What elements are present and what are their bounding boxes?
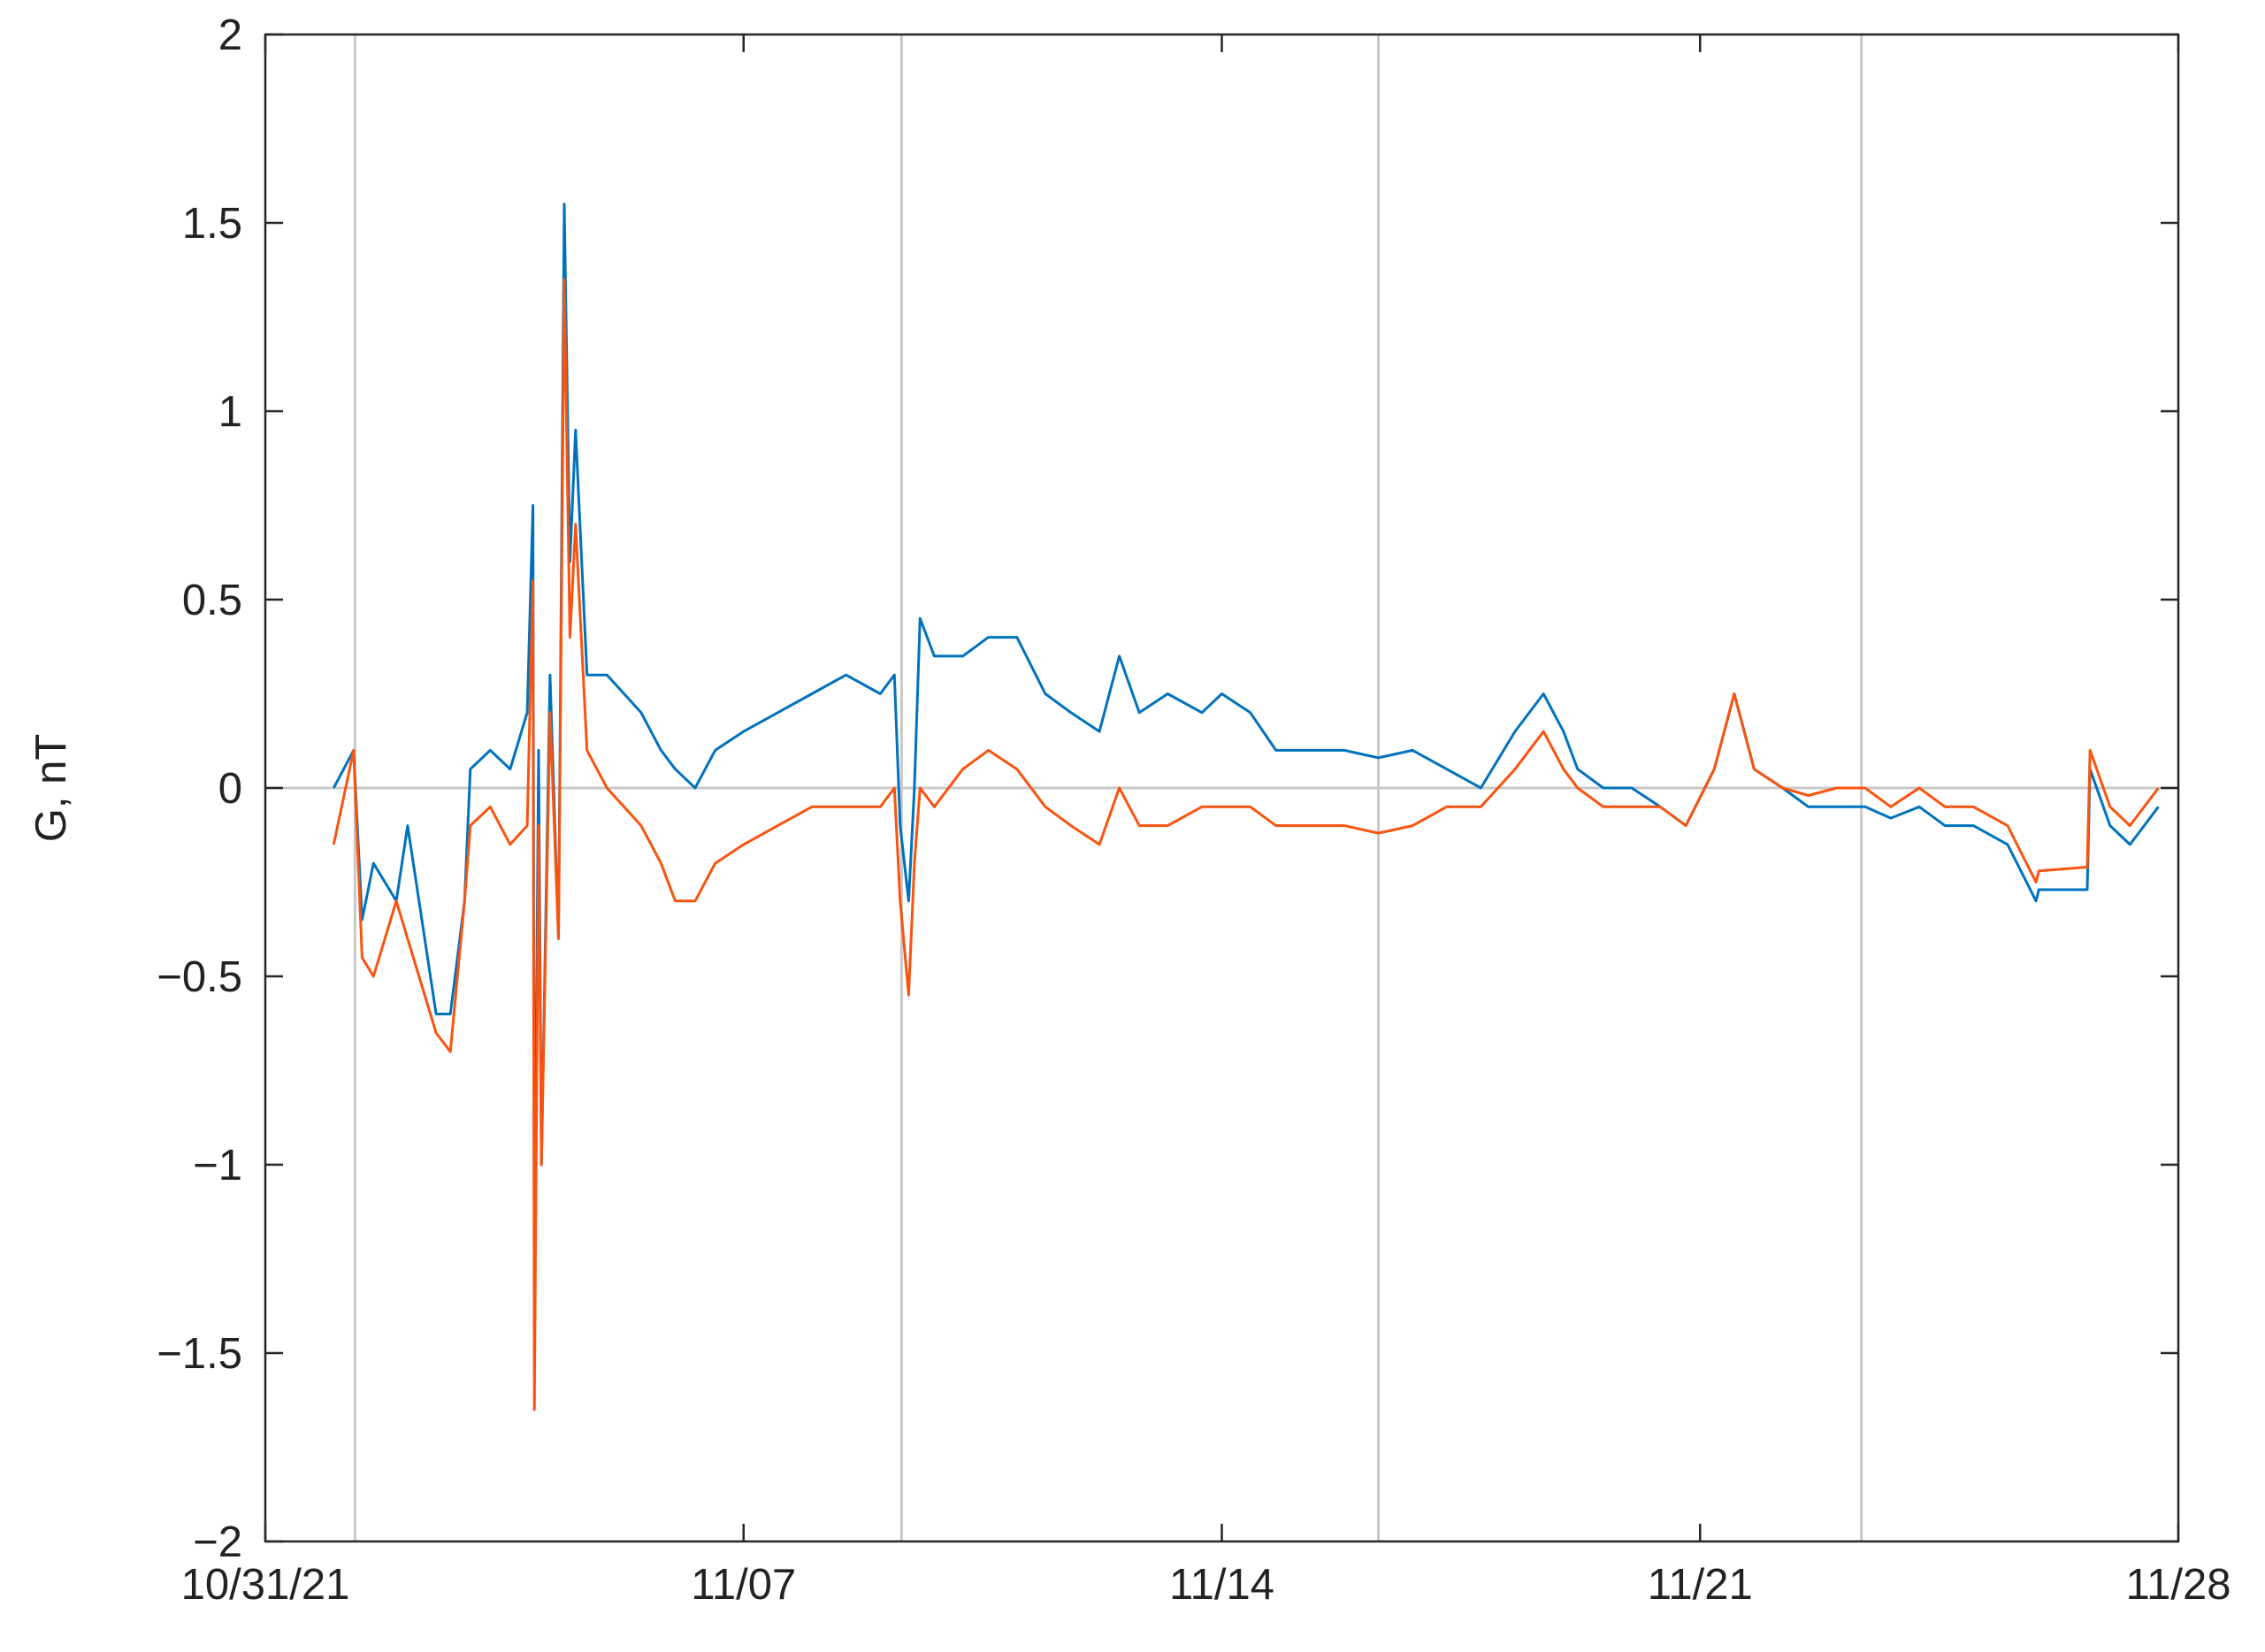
y-tick-label: −1.5 <box>157 1330 242 1378</box>
x-tick-label: 11/14 <box>1169 1561 1274 1609</box>
y-tick-label: 0.5 <box>182 577 242 624</box>
x-tick-label: 10/31/21 <box>181 1561 350 1609</box>
x-tick-label: 11/28 <box>2126 1561 2231 1609</box>
y-tick-label: 1 <box>218 388 242 436</box>
y-tick-label: 0 <box>218 765 242 813</box>
y-tick-label: −0.5 <box>157 953 242 1001</box>
y-tick-label: 1.5 <box>182 200 242 248</box>
x-tick-label: 11/21 <box>1648 1561 1753 1609</box>
x-tick-label: 11/07 <box>691 1561 796 1609</box>
data-line <box>332 203 2160 1280</box>
data-line <box>332 278 2160 1411</box>
y-tick-label: −1 <box>193 1142 242 1189</box>
y-tick-label: 2 <box>218 11 242 59</box>
y-axis-label: G, nT <box>27 734 75 843</box>
y-tick-label: −2 <box>193 1518 242 1566</box>
